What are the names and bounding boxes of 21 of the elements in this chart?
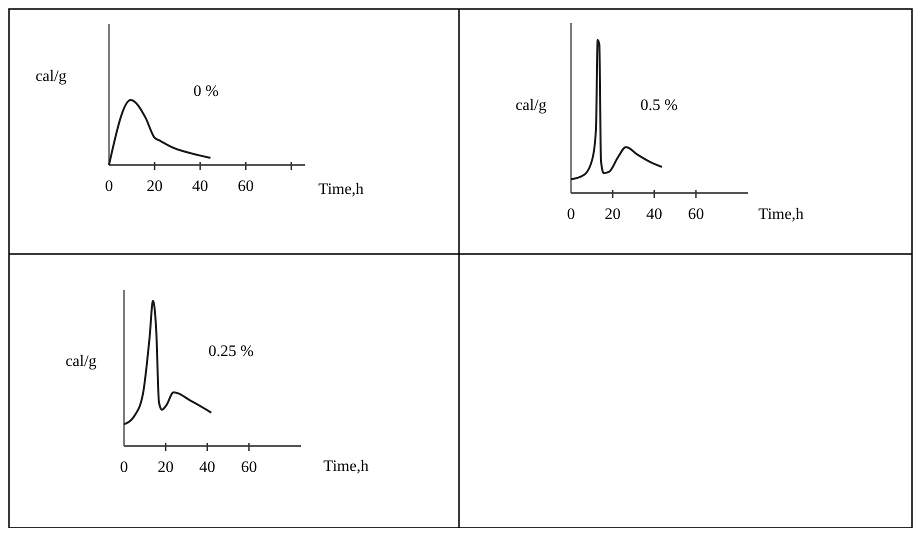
x-tick-label: 40 bbox=[646, 206, 662, 223]
annotation: 0.25 % bbox=[208, 343, 254, 360]
x-axis-title: Time,h bbox=[758, 206, 804, 223]
x-tick-label: 20 bbox=[604, 206, 621, 223]
annotation: 0.5 % bbox=[640, 97, 678, 114]
x-tick-label: 40 bbox=[199, 459, 216, 476]
x-axis-title: Time,h bbox=[318, 181, 364, 198]
x-tick-label: 0 bbox=[567, 206, 575, 223]
x-tick-label: 40 bbox=[192, 178, 208, 195]
x-tick-label: 60 bbox=[238, 178, 254, 195]
y-axis-title: cal/g bbox=[65, 353, 97, 370]
x-tick-label: 20 bbox=[158, 459, 174, 476]
x-axis-title: Time,h bbox=[323, 458, 369, 475]
x-tick-label: 60 bbox=[688, 206, 704, 223]
x-tick-label: 0 bbox=[105, 178, 113, 195]
y-axis-title: cal/g bbox=[35, 68, 67, 85]
x-tick-label: 60 bbox=[240, 459, 257, 476]
annotation: 0 % bbox=[193, 83, 219, 100]
y-axis-title: cal/g bbox=[515, 97, 547, 114]
x-tick-label: 20 bbox=[146, 178, 163, 195]
x-tick-label: 0 bbox=[120, 459, 128, 476]
